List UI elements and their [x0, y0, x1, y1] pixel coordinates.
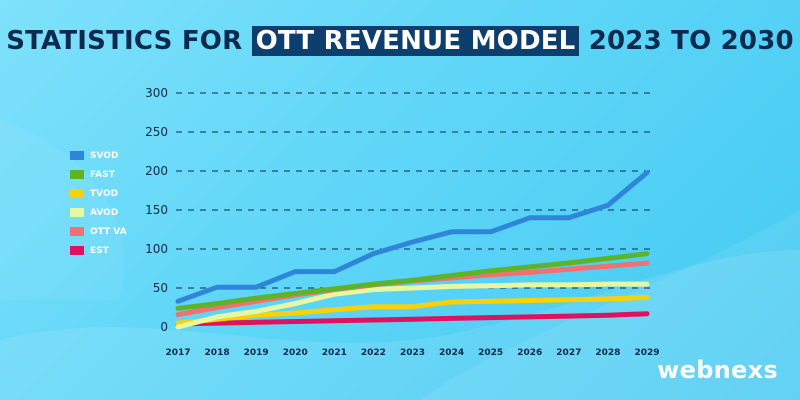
- series-line-avod: [175, 281, 650, 330]
- x-tick-label: 2021: [322, 348, 347, 358]
- legend-swatch: [70, 208, 84, 217]
- series-line-est: [175, 311, 650, 327]
- legend-label: OTT VA: [90, 226, 127, 237]
- legend-label: SVOD: [90, 150, 119, 161]
- title-suffix: 2023 TO 2030: [588, 26, 794, 56]
- chart-title: STATISTICS FOR OTT REVENUE MODEL 2023 TO…: [0, 26, 800, 56]
- legend-item: AVOD: [70, 203, 127, 222]
- legend-item: TVOD: [70, 184, 127, 203]
- y-tick-label: 50: [153, 281, 168, 295]
- x-tick-label: 2017: [165, 348, 190, 358]
- x-tick-label: 2025: [478, 348, 503, 358]
- legend-label: FAST: [90, 169, 115, 180]
- x-tick-label: 2018: [205, 348, 230, 358]
- series-line-fast: [175, 251, 650, 311]
- legend-swatch: [70, 170, 84, 179]
- series-line-svod: [175, 170, 650, 304]
- x-tick-label: 2027: [556, 348, 581, 358]
- legend-item: EST: [70, 241, 127, 260]
- legend-swatch: [70, 151, 84, 160]
- y-tick-label: 200: [145, 164, 168, 178]
- x-tick-label: 2028: [595, 348, 620, 358]
- y-tick-label: 250: [145, 125, 168, 139]
- brand-logo: webnexs: [657, 356, 778, 384]
- y-tick-label: 300: [145, 86, 168, 100]
- legend-label: EST: [90, 245, 109, 256]
- legend-item: FAST: [70, 165, 127, 184]
- y-tick-label: 150: [145, 203, 168, 217]
- title-highlight: OTT REVENUE MODEL: [251, 26, 580, 56]
- legend-swatch: [70, 227, 84, 236]
- x-tick-label: 2023: [400, 348, 425, 358]
- legend-swatch: [70, 246, 84, 255]
- y-tick-label: 100: [145, 242, 168, 256]
- chart-legend: SVOD FAST TVOD AVOD OTT VA EST: [70, 146, 127, 260]
- legend-item: SVOD: [70, 146, 127, 165]
- y-tick-label: 0: [160, 320, 168, 334]
- legend-item: OTT VA: [70, 222, 127, 241]
- x-tick-label: 2029: [634, 348, 659, 358]
- x-tick-label: 2019: [244, 348, 269, 358]
- x-tick-label: 2022: [361, 348, 386, 358]
- legend-label: AVOD: [90, 207, 119, 218]
- legend-swatch: [70, 189, 84, 198]
- x-tick-label: 2024: [439, 348, 464, 358]
- title-prefix: STATISTICS FOR: [6, 26, 243, 56]
- x-tick-label: 2026: [517, 348, 542, 358]
- legend-label: TVOD: [90, 188, 119, 199]
- series-line-tvod: [175, 294, 650, 326]
- x-tick-label: 2020: [283, 348, 308, 358]
